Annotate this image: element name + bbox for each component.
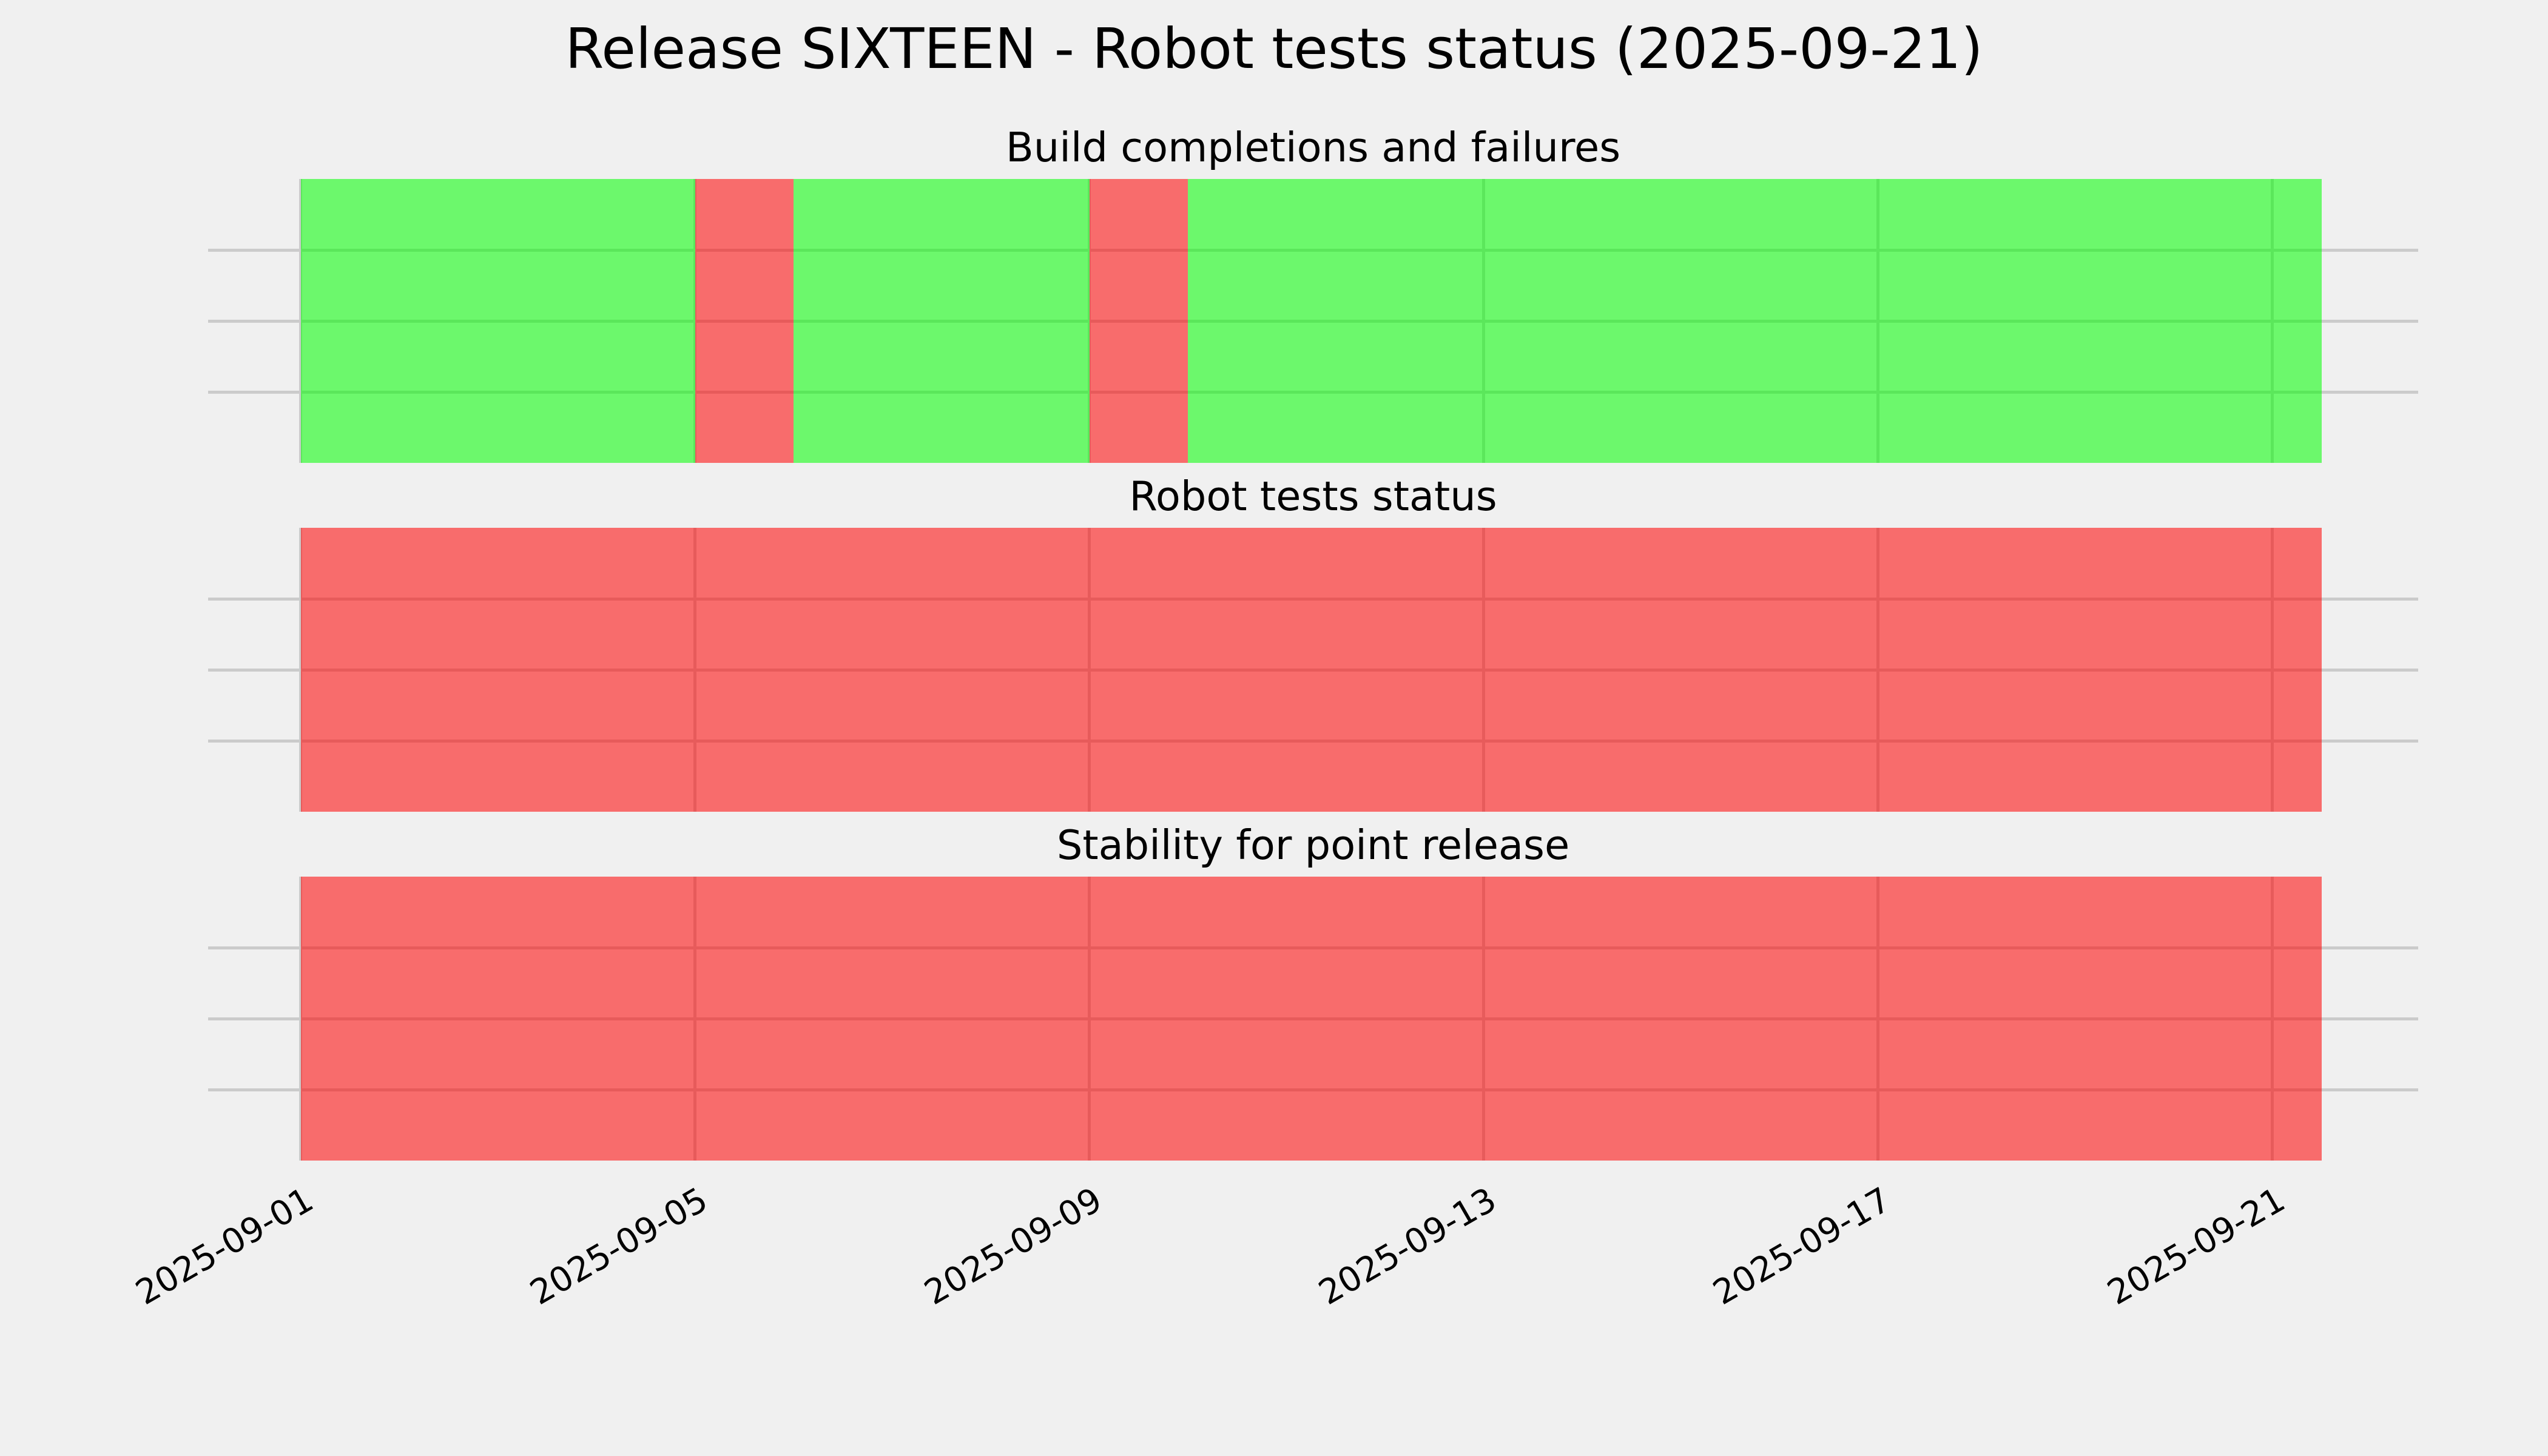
subplot-3-title: Stability for point release	[1056, 821, 1570, 869]
subplot-1-title: Build completions and failures	[1005, 124, 1621, 171]
subplot-2-title: Robot tests status	[1129, 473, 1497, 520]
x-tick-label: 2025-09-05	[524, 1180, 715, 1313]
status-span-fail	[1089, 179, 1188, 463]
status-span-pass	[300, 179, 695, 463]
status-span-fail	[300, 877, 2322, 1161]
status-span-pass	[1188, 179, 2322, 463]
status-span-fail	[300, 528, 2322, 812]
x-tick-label: 2025-09-09	[918, 1180, 1109, 1313]
status-span-fail	[695, 179, 794, 463]
status-span-pass	[794, 179, 1090, 463]
figure-title: Release SIXTEEN - Robot tests status (20…	[565, 16, 1983, 81]
x-tick-label: 2025-09-13	[1312, 1180, 1503, 1313]
x-tick-label: 2025-09-17	[1707, 1180, 1898, 1313]
subplot-2-axes	[208, 528, 2418, 812]
subplot-3-axes	[208, 877, 2418, 1161]
subplot-1-axes	[208, 179, 2418, 463]
x-tick-label: 2025-09-01	[129, 1180, 320, 1313]
x-tick-label: 2025-09-21	[2101, 1180, 2292, 1313]
